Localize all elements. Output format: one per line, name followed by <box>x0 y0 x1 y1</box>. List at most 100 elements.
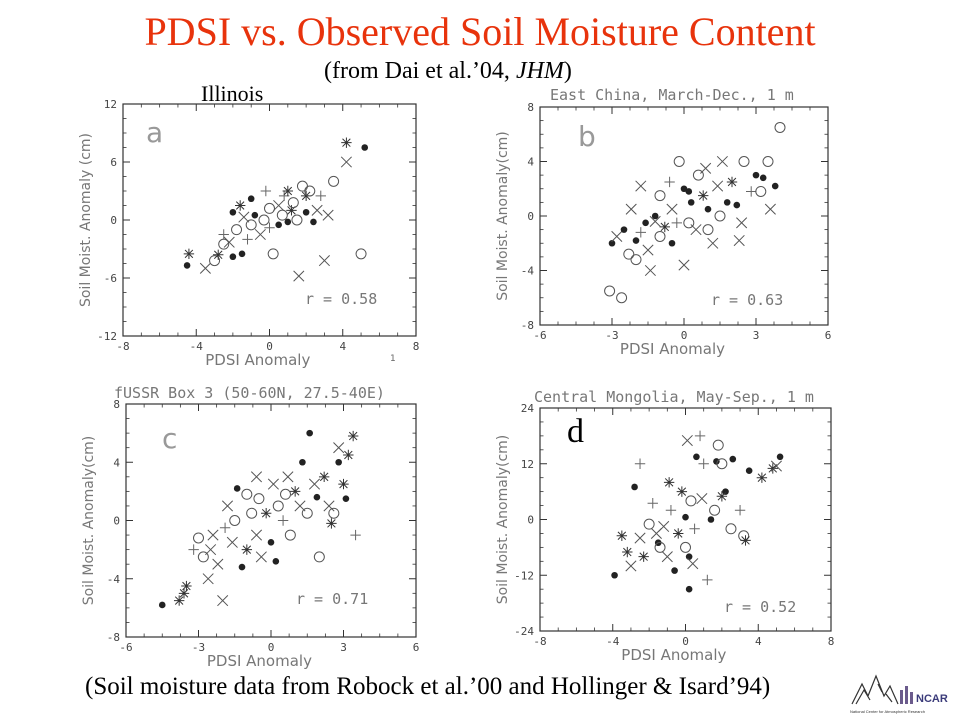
data-point-circle <box>284 529 296 541</box>
data-point-circle <box>253 493 265 505</box>
data-point-dot <box>771 182 779 190</box>
logo-label: NCAR <box>916 693 948 705</box>
data-point-x <box>217 595 229 607</box>
data-point-x <box>311 204 323 216</box>
data-point-x <box>318 255 330 267</box>
data-point-star <box>740 535 751 546</box>
y-tick-label: 12 <box>521 458 534 471</box>
ncar-logo: NCAR National Center for Atmospheric Res… <box>850 674 948 714</box>
data-point-x <box>678 259 690 271</box>
x-tick-label: 8 <box>828 635 835 648</box>
data-point-x <box>736 217 748 229</box>
x-tick-label: -4 <box>606 635 620 648</box>
data-point-dot <box>733 201 741 209</box>
x-tick-label: 0 <box>681 329 688 342</box>
panel-letter: d <box>567 413 584 450</box>
data-point-plus <box>277 515 289 526</box>
data-point-circle <box>709 504 721 516</box>
data-point-circle <box>685 495 697 507</box>
data-point-circle <box>287 197 299 209</box>
x-tick-label: 4 <box>339 340 346 353</box>
data-point-x <box>293 270 305 282</box>
data-point-circle <box>654 541 666 553</box>
data-point-dot <box>361 144 369 151</box>
data-point-star <box>282 185 294 197</box>
data-point-circle <box>630 254 642 266</box>
data-point-plus <box>647 498 658 509</box>
data-point-dot <box>631 483 638 491</box>
data-point-dot <box>275 221 282 229</box>
data-point-x <box>625 560 637 572</box>
data-point-star <box>286 205 297 216</box>
region-label: Illinois <box>201 81 263 106</box>
y-tick-label: -8 <box>107 631 120 644</box>
data-point-plus <box>350 529 361 541</box>
data-point-dot <box>342 495 350 502</box>
data-point-x <box>649 215 661 228</box>
data-point-plus <box>219 522 231 533</box>
data-point-dot <box>272 557 280 565</box>
data-point-dot <box>608 239 616 247</box>
data-point-star <box>767 463 778 474</box>
data-point-circle <box>296 180 308 192</box>
data-point-star <box>676 486 688 497</box>
data-point-circle <box>692 169 704 181</box>
data-point-dot <box>335 458 342 466</box>
data-point-circle <box>755 185 767 197</box>
data-point-x <box>250 471 263 483</box>
chart-panel-d: -8 -4 0 4 8 -24 -12 0 12 24 PDSI Anomaly Soil Moist… <box>495 388 834 664</box>
data-point-circle <box>193 532 204 544</box>
y-tick-label: 12 <box>104 98 117 111</box>
data-point-x <box>764 203 776 215</box>
data-point-circle <box>712 439 724 451</box>
y-tick-label: -8 <box>521 319 534 332</box>
data-point-dot <box>685 188 693 195</box>
data-point-x <box>661 551 673 563</box>
data-point-dot <box>693 453 700 461</box>
data-point-plus <box>734 505 746 516</box>
data-point-star <box>235 200 246 211</box>
data-point-x <box>687 558 699 570</box>
data-point-circle <box>280 488 291 500</box>
data-point-star <box>698 190 709 201</box>
data-point-dot <box>729 455 737 463</box>
data-point-x <box>254 228 266 241</box>
data-point-x <box>250 529 263 541</box>
data-point-circle <box>654 230 666 242</box>
data-point-x <box>658 520 670 533</box>
data-point-x <box>322 209 334 221</box>
data-point-star <box>663 477 675 488</box>
data-point-circle <box>241 488 253 500</box>
data-point-x <box>323 500 335 512</box>
data-point-plus <box>264 222 275 233</box>
data-point-plus <box>746 186 757 197</box>
chart-panel-a: -8 -4 0 4 8 -12 -6 0 6 12 PDSI Anomaly Soil Moist. … <box>78 81 419 369</box>
data-point-x <box>634 532 646 544</box>
data-point-circle <box>246 507 258 519</box>
y-axis-label: Soil Moist. Anomaly (cm) <box>78 133 94 307</box>
data-point-star <box>756 472 768 483</box>
x-tick-label: -3 <box>605 329 618 342</box>
y-tick-label: 24 <box>521 402 535 415</box>
logo-mark-icon <box>851 674 899 705</box>
x-tick-label: -6 <box>533 329 546 342</box>
data-point-dot <box>233 485 241 492</box>
data-point-plus <box>315 190 326 202</box>
chart-title: East China, March-Dec., 1 m <box>550 86 794 104</box>
y-tick-label: 0 <box>110 214 117 227</box>
x-tick-label: 0 <box>268 641 275 654</box>
x-axis-label: PDSI Anomaly <box>621 646 726 664</box>
data-point-x <box>205 544 217 556</box>
subtitle-suffix: ) <box>563 58 572 84</box>
data-point-dot <box>158 601 166 609</box>
data-point-circle <box>738 156 750 167</box>
page-footer: (Soil moisture data from Robock et al.’0… <box>85 673 771 700</box>
data-point-circle <box>264 202 275 214</box>
data-point-circle <box>623 248 635 260</box>
data-point-x <box>223 236 235 248</box>
x-tick-label: 3 <box>753 329 760 342</box>
data-point-plus <box>635 227 646 238</box>
data-point-dot <box>704 205 712 213</box>
data-point-star <box>181 580 192 592</box>
data-point-x <box>333 442 345 454</box>
